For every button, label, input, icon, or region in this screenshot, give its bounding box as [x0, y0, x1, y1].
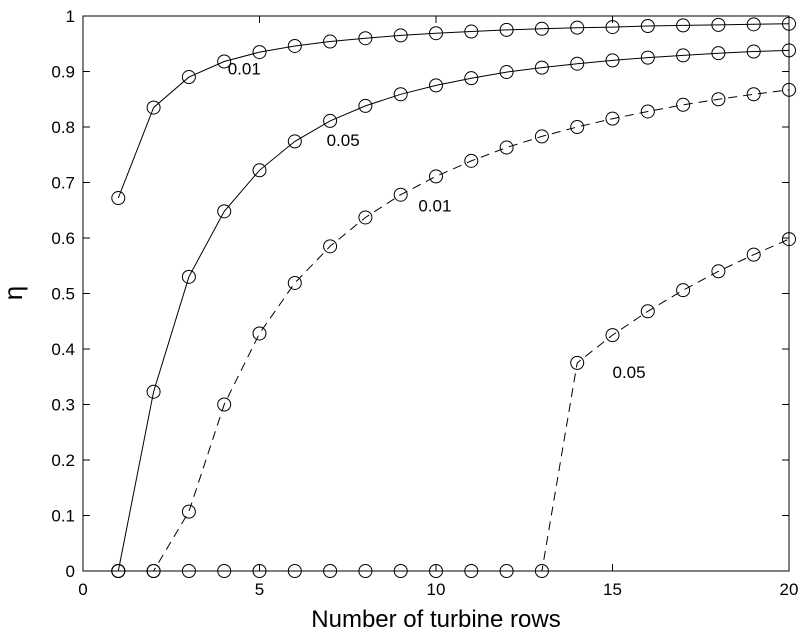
x-tick-label: 15 — [603, 580, 622, 599]
series-2-point — [640, 50, 655, 65]
y-tick-label: 0.2 — [51, 451, 75, 470]
series-4-point — [746, 247, 761, 262]
y-tick-label: 0.7 — [51, 174, 75, 193]
series-3-point — [746, 87, 761, 102]
series-4-point — [676, 283, 691, 298]
x-tick-label: 10 — [427, 580, 446, 599]
series-1-point — [640, 18, 655, 33]
curve-annotation: 0.05 — [327, 131, 360, 150]
series-2-point — [287, 134, 302, 149]
series-1-point — [146, 100, 161, 115]
series-1-point — [464, 24, 479, 39]
series-2-point — [146, 384, 161, 399]
series-2-point — [358, 98, 373, 113]
y-tick-label: 0 — [66, 562, 75, 581]
series-3-point — [711, 92, 726, 107]
series-4-point — [640, 304, 655, 319]
y-tick-label: 0.1 — [51, 507, 75, 526]
series-1-point — [499, 22, 514, 37]
series-2-point — [570, 56, 585, 71]
series-1-point — [217, 54, 232, 69]
series-3-point — [217, 397, 232, 412]
series-2-point — [534, 60, 549, 75]
y-tick-label: 0.8 — [51, 118, 75, 137]
series-1-point — [252, 45, 267, 60]
series-2-point — [676, 48, 691, 63]
series-1-point — [676, 18, 691, 33]
curve-annotation: 0.05 — [613, 363, 646, 382]
series-1-point — [393, 28, 408, 43]
y-tick-label: 0.3 — [51, 396, 75, 415]
series-1-point — [358, 31, 373, 46]
series-3-point — [323, 239, 338, 254]
series-2-point — [464, 71, 479, 86]
series-3-point — [358, 210, 373, 225]
curve-annotations: 0.01 0.05 0.01 0.05 — [228, 59, 646, 382]
y-axis-label: η — [0, 286, 28, 300]
series-2-point — [605, 53, 620, 68]
axis-ticks: 0 5 10 15 20 0 0.1 0.2 0.3 0.4 0.5 0.6 0.7 0.8 0.9 1 — [51, 7, 798, 599]
series-2-point — [323, 113, 338, 128]
series-1-point — [429, 26, 443, 41]
series-3-point — [181, 504, 196, 519]
series-3-point — [252, 326, 267, 341]
series-line-3 — [118, 89, 790, 572]
series-2-point — [711, 46, 726, 61]
series-2-point — [252, 163, 267, 178]
series-line-2 — [117, 49, 790, 572]
x-tick-label: 20 — [780, 580, 799, 599]
series-3-point — [429, 169, 443, 184]
series-4-point — [570, 355, 585, 370]
series-2-point — [429, 78, 443, 93]
series-4-point — [605, 328, 620, 343]
curve-annotation: 0.01 — [418, 196, 451, 215]
series-2-point — [499, 65, 514, 80]
series-3-point — [464, 153, 479, 168]
series-1-point — [570, 20, 585, 35]
series-3-point — [676, 97, 691, 112]
series-3-point — [605, 111, 620, 126]
y-tick-label: 0.6 — [51, 229, 75, 248]
series-1-point — [181, 70, 196, 85]
y-tick-label: 0.9 — [51, 63, 75, 82]
series-3-point — [570, 120, 585, 134]
series-1-point — [746, 17, 761, 32]
x-tick-label: 5 — [255, 580, 264, 599]
x-axis-label: Number of turbine rows — [311, 606, 560, 633]
x-tick-label: 0 — [78, 580, 87, 599]
y-tick-label: 1 — [66, 7, 75, 26]
series-4-point — [711, 264, 726, 279]
y-tick-label: 0.4 — [51, 340, 75, 359]
series-2-point — [217, 204, 232, 219]
series-1-point — [287, 38, 302, 53]
y-tick-label: 0.5 — [51, 285, 75, 304]
series-2-point — [393, 87, 408, 102]
plot-frame — [82, 15, 790, 572]
series-1-point — [111, 191, 126, 206]
curve-annotation: 0.01 — [228, 59, 261, 78]
series-3-point — [534, 129, 549, 144]
series-3-point — [499, 140, 514, 155]
series-3-point — [287, 275, 302, 290]
series-3-point — [640, 104, 655, 119]
series-2-point — [746, 44, 761, 59]
series-1-point — [534, 21, 549, 36]
series-2-point — [181, 269, 196, 284]
series-1-point — [323, 34, 338, 49]
series-1-point — [711, 17, 726, 32]
series-3-point — [393, 187, 408, 202]
